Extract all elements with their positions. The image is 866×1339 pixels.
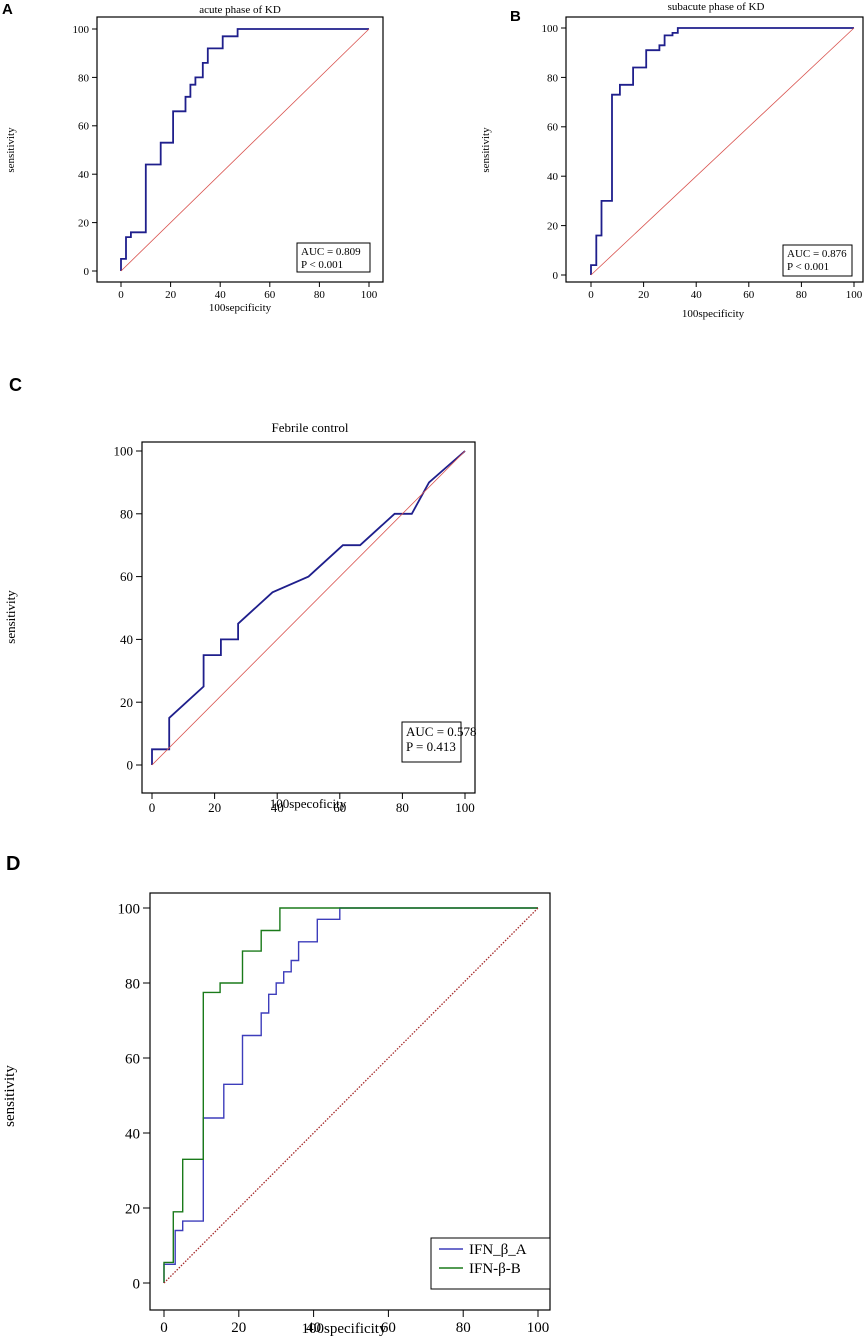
- x-tick-label: 20: [208, 800, 221, 815]
- x-tick-label: 20: [231, 1320, 246, 1336]
- x-tick-label: 0: [149, 800, 156, 815]
- panel-c: C Febrile control 0 20 40 60 80 100 0 20 40 60 80 100…: [3, 375, 477, 815]
- x-tick-label: 100: [455, 800, 475, 815]
- y-tick-label: 60: [125, 1051, 140, 1067]
- y-tick-label: 40: [78, 169, 90, 181]
- y-axis-label: sensitivity: [2, 1065, 18, 1127]
- roc-curve-roc: [120, 28, 369, 271]
- x-axis-label: 100sepcificity: [209, 302, 272, 314]
- panel-d: D 0 20 40 60 80 100 0 20 40 60 80 100 100specificity s…: [2, 853, 551, 1337]
- plot-frame: [141, 441, 476, 794]
- y-axis-label: sensitivity: [480, 127, 492, 173]
- y-tick-label: 0: [133, 1276, 141, 1292]
- y-tick-label: 100: [542, 23, 559, 35]
- roc-curve-roc: [151, 450, 466, 765]
- y-tick-label: 80: [78, 72, 90, 84]
- x-tick-label: 0: [118, 289, 124, 301]
- y-axis-label: sensitivity: [3, 590, 18, 644]
- annotation-box: [296, 242, 371, 273]
- annotation-text: AUC = 0.809: [301, 246, 361, 258]
- x-axis-label: 100specificity: [682, 308, 745, 320]
- x-tick-label: 60: [333, 800, 346, 815]
- panel-letter: B: [510, 8, 521, 25]
- x-tick-label: 40: [271, 800, 284, 815]
- plot-frame: [565, 16, 864, 283]
- legend-label: IFN-β-B: [469, 1261, 521, 1277]
- y-tick-label: 80: [125, 976, 140, 992]
- y-axis-label: sensitivity: [5, 127, 17, 173]
- reference-line: [590, 27, 855, 276]
- y-tick-label: 20: [78, 217, 90, 229]
- roc-curve-ifn-b: [163, 907, 538, 1283]
- y-tick-label: 40: [125, 1126, 140, 1142]
- plot-frame: [96, 16, 384, 283]
- reference-line: [163, 907, 539, 1284]
- x-tick-label: 60: [264, 289, 276, 301]
- y-tick-label: 20: [125, 1201, 140, 1217]
- y-tick-label: 100: [118, 901, 141, 917]
- y-tick-label: 100: [73, 24, 90, 36]
- x-tick-label: 40: [691, 289, 703, 301]
- plot-frame: [149, 892, 551, 1311]
- reference-line: [151, 450, 466, 766]
- annotation-box: [401, 721, 462, 763]
- x-tick-label: 100: [361, 289, 378, 301]
- y-tick-label: 100: [114, 444, 134, 459]
- panel-letter: A: [2, 1, 13, 18]
- chart-title: acute phase of KD: [199, 4, 281, 16]
- x-tick-label: 20: [165, 289, 177, 301]
- x-tick-label: 80: [796, 289, 808, 301]
- annotation-text: P < 0.001: [787, 261, 829, 273]
- y-tick-label: 40: [120, 632, 133, 647]
- x-axis-label: 100specoficity: [270, 796, 347, 811]
- y-tick-label: 60: [78, 121, 90, 133]
- x-tick-label: 100: [527, 1320, 550, 1336]
- annotation-text: P < 0.001: [301, 259, 343, 271]
- chart-title: Febrile control: [272, 420, 349, 435]
- y-tick-label: 60: [120, 569, 133, 584]
- y-tick-label: 80: [547, 72, 559, 84]
- chart-title: subacute phase of KD: [668, 1, 765, 13]
- annotation-text: AUC = 0.876: [787, 248, 847, 260]
- y-tick-label: 40: [547, 171, 559, 183]
- annotation-box: [782, 244, 853, 277]
- legend-label: IFN_β_A: [469, 1242, 527, 1258]
- x-tick-label: 80: [396, 800, 409, 815]
- roc-curve-roc: [590, 27, 854, 275]
- x-tick-label: 0: [160, 1320, 168, 1336]
- panel-letter: C: [9, 375, 22, 395]
- y-tick-label: 60: [547, 122, 559, 134]
- y-tick-label: 20: [120, 695, 133, 710]
- roc-curve-ifn-a: [163, 907, 538, 1283]
- x-tick-label: 80: [314, 289, 326, 301]
- annotation-text: P = 0.413: [406, 739, 456, 754]
- panel-letter: D: [6, 853, 20, 875]
- x-tick-label: 60: [381, 1320, 396, 1336]
- x-tick-label: 40: [306, 1320, 321, 1336]
- y-tick-label: 20: [547, 220, 559, 232]
- reference-line: [120, 28, 370, 272]
- x-tick-label: 60: [743, 289, 755, 301]
- x-tick-label: 0: [588, 289, 594, 301]
- y-tick-label: 0: [553, 270, 559, 282]
- x-tick-label: 100: [846, 289, 863, 301]
- x-axis-label: 100specificity: [302, 1321, 387, 1337]
- y-tick-label: 0: [84, 266, 90, 278]
- y-tick-label: 0: [127, 758, 134, 773]
- annotation-text: AUC = 0.578: [406, 724, 477, 739]
- x-tick-label: 20: [638, 289, 650, 301]
- y-tick-label: 80: [120, 506, 133, 521]
- legend-box: [430, 1237, 551, 1290]
- x-tick-label: 80: [456, 1320, 471, 1336]
- x-tick-label: 40: [215, 289, 227, 301]
